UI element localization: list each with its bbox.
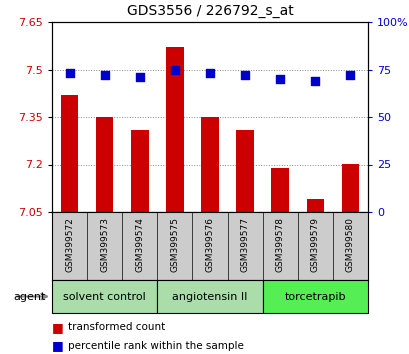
Text: GSM399578: GSM399578 <box>275 217 284 273</box>
Point <box>136 74 143 80</box>
Point <box>171 67 178 72</box>
Text: solvent control: solvent control <box>63 291 146 302</box>
Point <box>101 72 108 78</box>
Point <box>346 72 353 78</box>
Text: GSM399574: GSM399574 <box>135 217 144 272</box>
Text: GSM399577: GSM399577 <box>240 217 249 273</box>
Bar <box>236 130 253 212</box>
Bar <box>131 130 148 212</box>
Bar <box>157 280 262 313</box>
Text: angiotensin II: angiotensin II <box>172 291 247 302</box>
Point <box>276 76 283 82</box>
Point <box>241 72 248 78</box>
Text: percentile rank within the sample: percentile rank within the sample <box>68 341 244 351</box>
Point <box>66 70 73 76</box>
Bar <box>306 199 324 212</box>
Bar <box>201 117 218 212</box>
Bar <box>52 280 157 313</box>
Bar <box>166 47 183 212</box>
Bar <box>96 117 113 212</box>
Text: torcetrapib: torcetrapib <box>284 291 345 302</box>
Text: GSM399575: GSM399575 <box>170 217 179 273</box>
Text: GSM399576: GSM399576 <box>205 217 214 273</box>
Text: ■: ■ <box>52 339 63 352</box>
Text: agent: agent <box>13 291 46 302</box>
Text: GSM399573: GSM399573 <box>100 217 109 273</box>
Text: GSM399579: GSM399579 <box>310 217 319 273</box>
Bar <box>61 95 78 212</box>
Bar <box>341 165 358 212</box>
Text: ■: ■ <box>52 321 63 334</box>
Text: transformed count: transformed count <box>68 322 165 332</box>
Bar <box>271 168 288 212</box>
Point <box>206 70 213 76</box>
Text: GSM399580: GSM399580 <box>345 217 354 273</box>
Text: GSM399572: GSM399572 <box>65 217 74 272</box>
Bar <box>262 280 367 313</box>
Point <box>311 78 318 84</box>
Title: GDS3556 / 226792_s_at: GDS3556 / 226792_s_at <box>126 4 293 18</box>
